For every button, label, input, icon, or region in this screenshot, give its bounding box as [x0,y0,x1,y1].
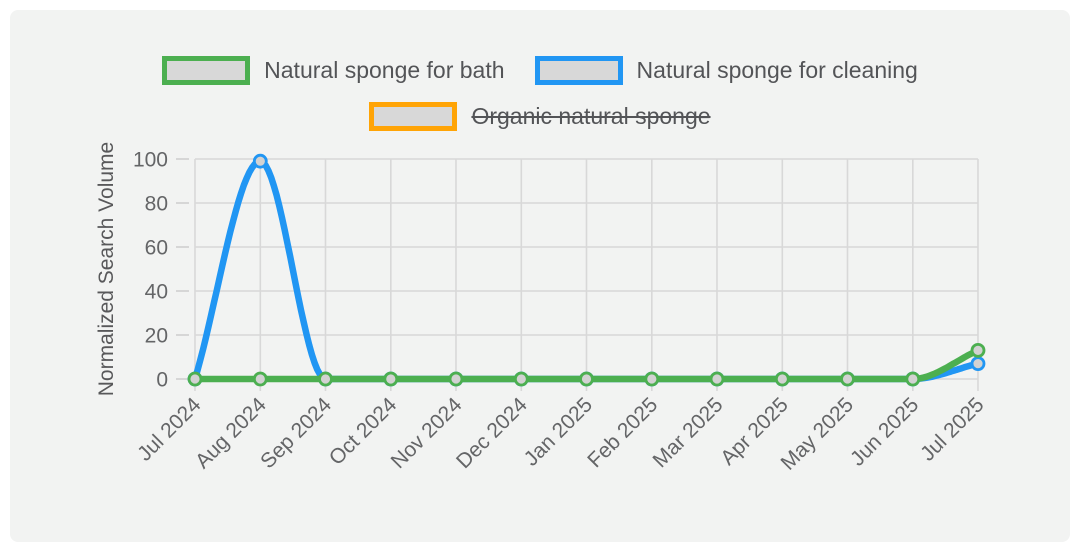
chart-panel [10,10,1070,542]
legend-label: Natural sponge for cleaning [636,57,918,83]
data-point [709,371,725,387]
y-tick-label: 40 [145,281,168,304]
legend-swatch-icon [369,102,458,131]
data-point [383,371,399,387]
legend-swatch-icon [162,56,251,85]
data-point [970,342,986,358]
data-point [644,371,660,387]
x-tick-label: Feb 2025 [583,393,662,472]
data-point [970,356,986,372]
data-point [252,153,268,169]
y-tick-label: 80 [145,193,168,216]
data-point [187,371,203,387]
data-point [513,371,529,387]
data-point [905,371,921,387]
x-tick-label: Jul 2025 [916,393,988,465]
series-natural-sponge-for-bath [187,342,986,387]
data-point [252,371,268,387]
data-point [774,371,790,387]
legend-item-organic-natural-sponge[interactable]: Organic natural sponge [369,102,711,131]
x-tick-label: Aug 2024 [191,393,271,473]
chart-legend: Natural sponge for bath Natural sponge fo… [70,56,1010,131]
gridlines [176,158,979,391]
x-tick-label: Nov 2024 [387,393,467,473]
y-tick-label: 0 [156,369,168,392]
legend-label: Organic natural sponge [471,103,711,129]
data-point [579,371,594,387]
legend-swatch-icon [534,56,623,85]
data-point [448,371,464,387]
y-tick-label: 60 [145,237,168,260]
legend-item-natural-sponge-for-bath[interactable]: Natural sponge for bath [162,56,505,85]
data-point [318,371,333,387]
legend-label: Natural sponge for bath [264,57,505,83]
x-tick-label: Jun 2025 [846,393,923,470]
y-tick-label: 100 [133,149,168,172]
y-axis-tick-labels: 0 20 40 60 80 100 [133,149,168,392]
legend-item-natural-sponge-for-cleaning[interactable]: Natural sponge for cleaning [534,56,918,85]
x-tick-label: Mar 2025 [649,393,728,472]
x-tick-label: Dec 2024 [452,393,532,473]
x-tick-label: Sep 2024 [256,393,336,473]
y-tick-label: 20 [145,325,168,348]
data-point [840,371,855,387]
